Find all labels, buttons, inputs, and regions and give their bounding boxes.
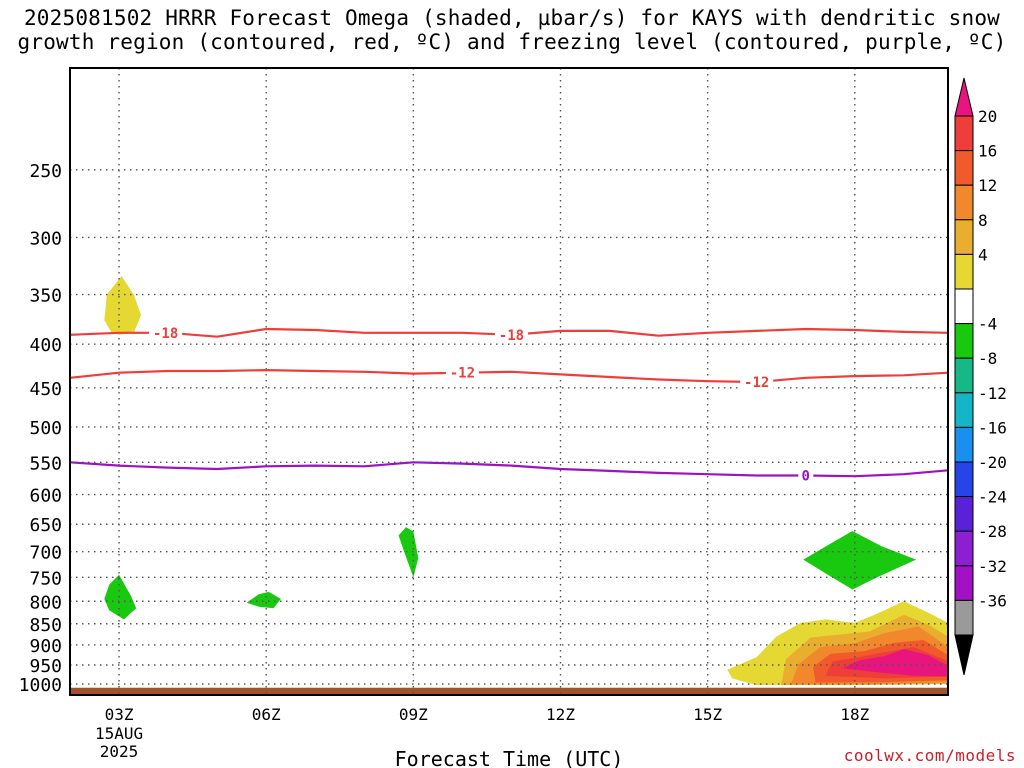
colorbar-label-4: 4 [978,245,988,264]
colorbar-label--20: -20 [978,453,1007,472]
x-tick-sublabel-15AUG: 15AUG [95,724,143,743]
plot-frame [69,67,949,696]
y-tick-label-500: 500 [29,418,62,439]
omega-region-3 [398,527,419,578]
contour-line--12 [69,369,949,384]
colorbar-band-10 [954,461,974,498]
y-tick-label-900: 900 [29,636,62,657]
colorbar-label--36: -36 [978,591,1007,610]
x-tick-label-03Z: 03Z [105,705,134,724]
colorbar-band-3 [954,219,974,255]
omega-region-1 [104,574,137,620]
colorbar-band-13 [954,565,974,601]
omega-region-0 [104,276,142,335]
contour-label-bg [445,364,479,381]
y-tick-label-550: 550 [29,453,62,474]
colorbar-band-11 [954,496,974,532]
x-axis-label: Forecast Time (UTC) [395,747,624,768]
contour-label-bg [798,467,814,484]
contour-layer: -18 -18 -12 -12 0 [69,324,949,485]
x-tick-sublabel-2025: 2025 [100,742,139,761]
contour-label-0: 0 [802,469,810,485]
y-tick-label-750: 750 [29,568,62,589]
x-tick-label-06Z: 06Z [252,705,281,724]
colorbar-label-8: 8 [978,211,988,230]
y-tick-label-950: 950 [29,656,62,677]
colorbar-band-1 [954,150,974,186]
contour-label--18: -18 [153,326,178,342]
colorbar-top-triangle [954,77,974,117]
colorbar-label--32: -32 [978,557,1007,576]
contour-label--18: -18 [499,328,524,344]
chart-title: 2025081502 HRRR Forecast Omega (shaded, … [0,6,1024,54]
y-tick-label-250: 250 [29,161,62,182]
contour-label-bg [494,326,528,343]
colorbar-band-12 [954,530,974,567]
y-tick-label-850: 850 [29,615,62,636]
x-tick-label-15Z: 15Z [693,705,722,724]
title-line-2: growth region (contoured, red, ºC) and f… [17,30,1007,54]
y-tick-label-1000: 1000 [19,675,62,696]
omega-region-4 [803,531,917,590]
colorbar-label--12: -12 [978,384,1007,403]
contour-label-bg [149,324,183,341]
x-tick-label-12Z: 12Z [546,705,575,724]
omega-shading-layer [104,276,948,686]
title-line-1: 2025081502 HRRR Forecast Omega (shaded, … [23,6,1001,30]
colorbar-label-20: 20 [978,107,997,126]
colorbar-band-14 [954,599,974,636]
colorbar-band-5 [954,288,974,325]
colorbar: 20 16 12 8 4 -4 -8 -12 -16 -20 -24 -28 -32 -36 [954,77,1007,676]
y-tick-labels: 2503003504004505005506006507007508008509… [19,161,62,696]
contour-label--12: -12 [744,375,769,391]
omega-region-10 [842,649,948,677]
terrain-layer [70,687,948,695]
colorbar-label--16: -16 [978,418,1007,437]
colorbar-band-4 [954,253,974,290]
colorbar-label--28: -28 [978,522,1007,541]
x-tick-label-18Z: 18Z [840,705,869,724]
credit-text: coolwx.com/models [843,746,1016,765]
contour-line-0 [69,461,949,478]
y-tick-label-800: 800 [29,592,62,613]
y-tick-label-350: 350 [29,286,62,307]
colorbar-label-12: 12 [978,176,997,195]
colorbar-band-8 [954,392,974,428]
colorbar-label--24: -24 [978,488,1007,507]
colorbar-band-2 [954,184,974,221]
y-tick-label-300: 300 [29,228,62,249]
contour-label-bg [740,374,774,391]
terrain-ground [70,687,948,695]
colorbar-band-7 [954,357,974,394]
colorbar-label--4: -4 [978,315,997,334]
omega-region-2 [246,591,281,609]
y-tick-label-700: 700 [29,543,62,564]
y-tick-label-600: 600 [29,486,62,507]
y-tick-label-450: 450 [29,379,62,400]
colorbar-band-6 [954,323,974,359]
y-tick-label-650: 650 [29,515,62,536]
colorbar-bottom-triangle [954,634,974,676]
colorbar-label--8: -8 [978,349,997,368]
colorbar-band-0 [954,115,974,152]
contour-label--12: -12 [450,366,475,382]
x-tick-label-09Z: 09Z [399,705,428,724]
colorbar-label-16: 16 [978,142,997,161]
y-tick-label-400: 400 [29,335,62,356]
gridlines [70,68,948,695]
colorbar-band-9 [954,426,974,463]
